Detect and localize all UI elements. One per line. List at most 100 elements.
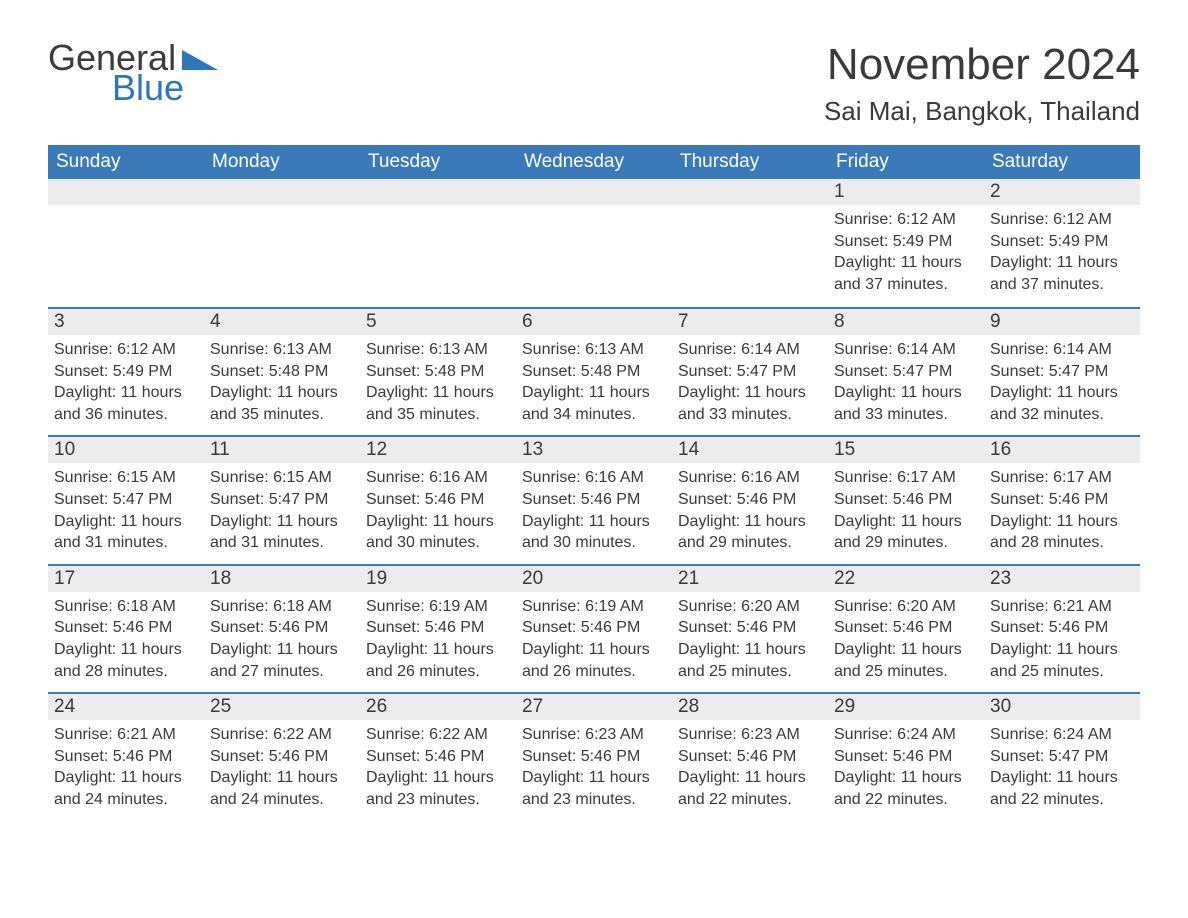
sunset-text: Sunset: 5:46 PM — [366, 617, 510, 639]
sunset-text: Sunset: 5:47 PM — [210, 489, 354, 511]
calendar-day: 13Sunrise: 6:16 AMSunset: 5:46 PMDayligh… — [516, 437, 672, 563]
day-number — [204, 179, 360, 205]
daylight-text: Daylight: 11 hours and 35 minutes. — [210, 382, 354, 425]
daylight-text: Daylight: 11 hours and 29 minutes. — [678, 511, 822, 554]
day-number: 9 — [984, 309, 1140, 335]
daylight-text: Daylight: 11 hours and 31 minutes. — [210, 511, 354, 554]
daylight-text: Daylight: 11 hours and 33 minutes. — [834, 382, 978, 425]
day-details: Sunrise: 6:19 AMSunset: 5:46 PMDaylight:… — [360, 592, 516, 692]
calendar-day: 30Sunrise: 6:24 AMSunset: 5:47 PMDayligh… — [984, 694, 1140, 820]
sunset-text: Sunset: 5:46 PM — [210, 746, 354, 768]
day-details: Sunrise: 6:16 AMSunset: 5:46 PMDaylight:… — [360, 463, 516, 563]
day-number: 12 — [360, 437, 516, 463]
sunrise-text: Sunrise: 6:16 AM — [366, 467, 510, 489]
logo-text-blue: Blue — [112, 70, 218, 106]
day-number — [672, 179, 828, 205]
day-number: 18 — [204, 566, 360, 592]
daylight-text: Daylight: 11 hours and 36 minutes. — [54, 382, 198, 425]
calendar-day: 22Sunrise: 6:20 AMSunset: 5:46 PMDayligh… — [828, 566, 984, 692]
calendar-day: 20Sunrise: 6:19 AMSunset: 5:46 PMDayligh… — [516, 566, 672, 692]
sunrise-text: Sunrise: 6:14 AM — [990, 339, 1134, 361]
daylight-text: Daylight: 11 hours and 24 minutes. — [210, 767, 354, 810]
daylight-text: Daylight: 11 hours and 33 minutes. — [678, 382, 822, 425]
calendar-day-empty — [48, 179, 204, 307]
sunset-text: Sunset: 5:46 PM — [990, 617, 1134, 639]
sunset-text: Sunset: 5:48 PM — [522, 361, 666, 383]
sunset-text: Sunset: 5:46 PM — [366, 746, 510, 768]
daylight-text: Daylight: 11 hours and 35 minutes. — [366, 382, 510, 425]
weekday-header: Sunday — [48, 145, 204, 179]
weekday-header-row: SundayMondayTuesdayWednesdayThursdayFrid… — [48, 145, 1140, 179]
daylight-text: Daylight: 11 hours and 26 minutes. — [522, 639, 666, 682]
day-details: Sunrise: 6:18 AMSunset: 5:46 PMDaylight:… — [48, 592, 204, 692]
calendar-day: 28Sunrise: 6:23 AMSunset: 5:46 PMDayligh… — [672, 694, 828, 820]
weekday-header: Wednesday — [516, 145, 672, 179]
sunset-text: Sunset: 5:49 PM — [990, 231, 1134, 253]
day-number: 22 — [828, 566, 984, 592]
calendar-day-empty — [360, 179, 516, 307]
day-number: 8 — [828, 309, 984, 335]
sunrise-text: Sunrise: 6:12 AM — [834, 209, 978, 231]
sunset-text: Sunset: 5:46 PM — [678, 746, 822, 768]
sunrise-text: Sunrise: 6:15 AM — [54, 467, 198, 489]
day-details: Sunrise: 6:22 AMSunset: 5:46 PMDaylight:… — [204, 720, 360, 820]
calendar-day: 12Sunrise: 6:16 AMSunset: 5:46 PMDayligh… — [360, 437, 516, 563]
calendar-day: 18Sunrise: 6:18 AMSunset: 5:46 PMDayligh… — [204, 566, 360, 692]
day-number: 10 — [48, 437, 204, 463]
day-details: Sunrise: 6:16 AMSunset: 5:46 PMDaylight:… — [516, 463, 672, 563]
sunrise-text: Sunrise: 6:20 AM — [834, 596, 978, 618]
sunrise-text: Sunrise: 6:24 AM — [990, 724, 1134, 746]
day-number: 23 — [984, 566, 1140, 592]
calendar-day: 17Sunrise: 6:18 AMSunset: 5:46 PMDayligh… — [48, 566, 204, 692]
daylight-text: Daylight: 11 hours and 30 minutes. — [522, 511, 666, 554]
day-details: Sunrise: 6:16 AMSunset: 5:46 PMDaylight:… — [672, 463, 828, 563]
sunset-text: Sunset: 5:46 PM — [54, 617, 198, 639]
day-details: Sunrise: 6:12 AMSunset: 5:49 PMDaylight:… — [984, 205, 1140, 305]
calendar-week: 3Sunrise: 6:12 AMSunset: 5:49 PMDaylight… — [48, 307, 1140, 435]
day-number: 4 — [204, 309, 360, 335]
sunrise-text: Sunrise: 6:16 AM — [522, 467, 666, 489]
title-block: November 2024 Sai Mai, Bangkok, Thailand — [824, 40, 1140, 127]
sunset-text: Sunset: 5:46 PM — [522, 617, 666, 639]
day-details: Sunrise: 6:20 AMSunset: 5:46 PMDaylight:… — [672, 592, 828, 692]
day-number: 30 — [984, 694, 1140, 720]
sunset-text: Sunset: 5:47 PM — [990, 361, 1134, 383]
daylight-text: Daylight: 11 hours and 37 minutes. — [834, 252, 978, 295]
sunrise-text: Sunrise: 6:17 AM — [834, 467, 978, 489]
calendar-day: 16Sunrise: 6:17 AMSunset: 5:46 PMDayligh… — [984, 437, 1140, 563]
sunrise-text: Sunrise: 6:14 AM — [834, 339, 978, 361]
sunset-text: Sunset: 5:46 PM — [54, 746, 198, 768]
day-number: 20 — [516, 566, 672, 592]
day-number: 1 — [828, 179, 984, 205]
sunrise-text: Sunrise: 6:21 AM — [54, 724, 198, 746]
logo: General Blue — [48, 40, 218, 106]
day-number: 15 — [828, 437, 984, 463]
day-details: Sunrise: 6:23 AMSunset: 5:46 PMDaylight:… — [672, 720, 828, 820]
sunset-text: Sunset: 5:46 PM — [834, 746, 978, 768]
day-details: Sunrise: 6:13 AMSunset: 5:48 PMDaylight:… — [204, 335, 360, 435]
day-details: Sunrise: 6:14 AMSunset: 5:47 PMDaylight:… — [672, 335, 828, 435]
sunset-text: Sunset: 5:46 PM — [366, 489, 510, 511]
calendar-day: 19Sunrise: 6:19 AMSunset: 5:46 PMDayligh… — [360, 566, 516, 692]
daylight-text: Daylight: 11 hours and 23 minutes. — [366, 767, 510, 810]
sunrise-text: Sunrise: 6:23 AM — [522, 724, 666, 746]
sunset-text: Sunset: 5:48 PM — [210, 361, 354, 383]
daylight-text: Daylight: 11 hours and 22 minutes. — [834, 767, 978, 810]
sunset-text: Sunset: 5:46 PM — [522, 489, 666, 511]
day-number — [516, 179, 672, 205]
day-details: Sunrise: 6:14 AMSunset: 5:47 PMDaylight:… — [828, 335, 984, 435]
sunrise-text: Sunrise: 6:23 AM — [678, 724, 822, 746]
day-number: 13 — [516, 437, 672, 463]
daylight-text: Daylight: 11 hours and 26 minutes. — [366, 639, 510, 682]
calendar: SundayMondayTuesdayWednesdayThursdayFrid… — [48, 145, 1140, 821]
calendar-day: 26Sunrise: 6:22 AMSunset: 5:46 PMDayligh… — [360, 694, 516, 820]
weekday-header: Friday — [828, 145, 984, 179]
sunset-text: Sunset: 5:46 PM — [522, 746, 666, 768]
day-details: Sunrise: 6:12 AMSunset: 5:49 PMDaylight:… — [48, 335, 204, 435]
calendar-day: 10Sunrise: 6:15 AMSunset: 5:47 PMDayligh… — [48, 437, 204, 563]
day-details: Sunrise: 6:15 AMSunset: 5:47 PMDaylight:… — [204, 463, 360, 563]
calendar-day: 8Sunrise: 6:14 AMSunset: 5:47 PMDaylight… — [828, 309, 984, 435]
day-details: Sunrise: 6:24 AMSunset: 5:46 PMDaylight:… — [828, 720, 984, 820]
sunset-text: Sunset: 5:46 PM — [990, 489, 1134, 511]
calendar-day: 15Sunrise: 6:17 AMSunset: 5:46 PMDayligh… — [828, 437, 984, 563]
